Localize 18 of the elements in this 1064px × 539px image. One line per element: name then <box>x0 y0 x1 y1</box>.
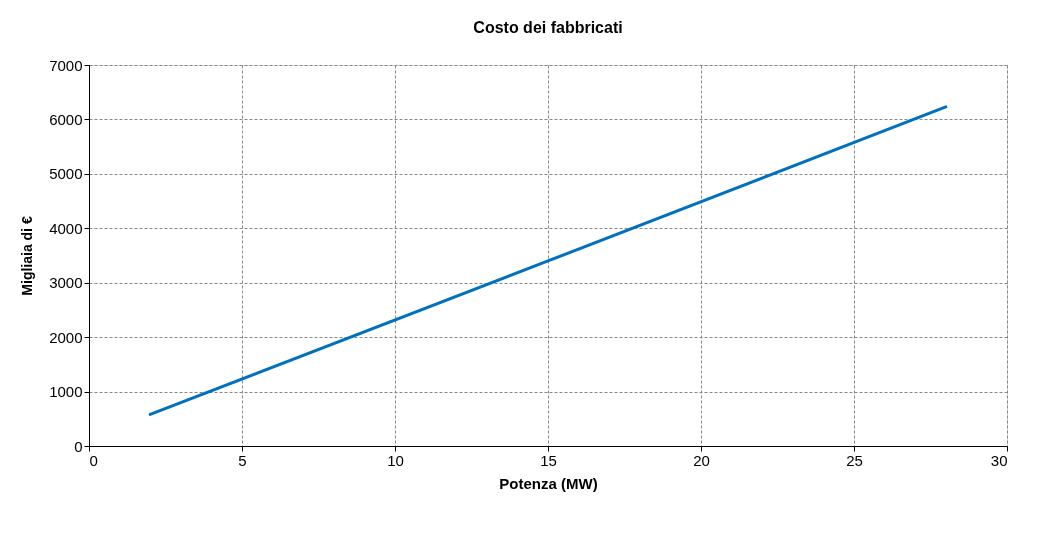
y-tick-label: 0 <box>74 437 83 455</box>
y-axis-title: Migliaia di € <box>19 216 36 296</box>
x-tick-label: 0 <box>89 451 98 469</box>
y-tick-label: 6000 <box>49 110 83 128</box>
x-tick-label: 20 <box>693 451 710 469</box>
y-tick-label: 2000 <box>49 328 83 346</box>
chart-title: Costo dei fabbricati <box>473 19 623 36</box>
x-tick-label: 15 <box>540 451 557 469</box>
x-tick-label: 10 <box>387 451 404 469</box>
y-tick-label: 3000 <box>49 274 83 292</box>
x-tick-label: 25 <box>846 451 863 469</box>
x-tick-label: 5 <box>238 451 247 469</box>
x-axis-title: Potenza (MW) <box>499 474 598 492</box>
y-tick-label: 4000 <box>49 219 83 237</box>
y-tick-label: 7000 <box>49 56 83 74</box>
y-tick-label: 5000 <box>49 165 83 183</box>
x-tick-label: 30 <box>990 451 1008 469</box>
y-tick-label: 1000 <box>49 383 83 401</box>
